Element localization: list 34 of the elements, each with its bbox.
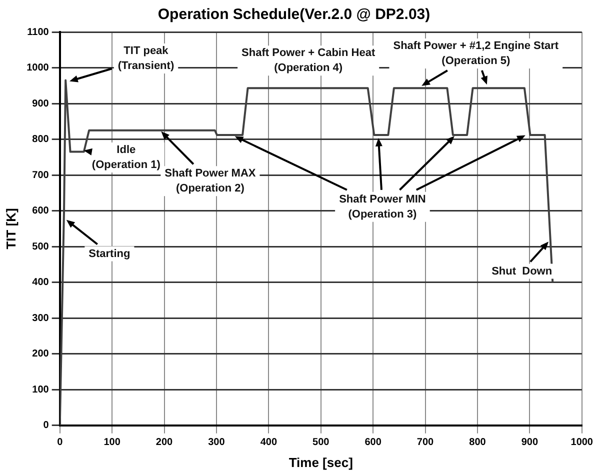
annotation: Shaft Power MIN (Operation 3) (339, 193, 426, 220)
x-tick-label: 1000 (570, 437, 594, 448)
annotation: Shut Down (492, 265, 552, 278)
annotation: Idle (Operation 1) (92, 144, 161, 172)
y-axis-title: TIT [K] (3, 208, 18, 250)
y-tick-label: 500 (32, 241, 50, 252)
x-tick-label: 300 (208, 437, 226, 448)
x-tick-label: 400 (260, 437, 278, 448)
y-tick-label: 800 (32, 134, 50, 146)
x-tick-label: 800 (469, 437, 486, 448)
x-tick-label: 600 (364, 437, 382, 448)
y-tick-label: 900 (32, 98, 50, 110)
y-tick-label: 600 (32, 206, 50, 217)
y-tick-label: 400 (32, 277, 50, 288)
x-tick-label: 500 (312, 437, 330, 448)
x-tick-label: 200 (156, 437, 174, 448)
annotation: TIT peak (Transient) (118, 44, 174, 72)
y-tick-label: 1100 (27, 26, 50, 38)
y-tick-label: 1000 (26, 62, 50, 74)
annotation: Shaft Power MAX (Operation 2) (164, 168, 256, 195)
x-tick-label: 700 (416, 437, 434, 448)
y-tick-label: 200 (32, 348, 50, 360)
y-tick-label: 0 (43, 420, 50, 432)
y-tick-label: 300 (32, 312, 50, 324)
annotation: Starting (88, 248, 130, 260)
annotation: Shaft Power + #1,2 Engine Start (Operation 5) (393, 40, 559, 67)
x-tick-label: 100 (104, 437, 121, 448)
x-tick-label: 0 (57, 437, 64, 448)
x-axis-title: Time [sec] (288, 454, 353, 470)
y-tick-label: 100 (32, 384, 50, 396)
annotation: Shaft Power + Cabin Heat (Operation 4) (242, 47, 376, 74)
y-tick-label: 700 (32, 170, 50, 181)
chart-title: Operation Schedule(Ver.2.0 @ DP2.03) (158, 6, 430, 24)
x-tick-label: 900 (521, 437, 538, 448)
